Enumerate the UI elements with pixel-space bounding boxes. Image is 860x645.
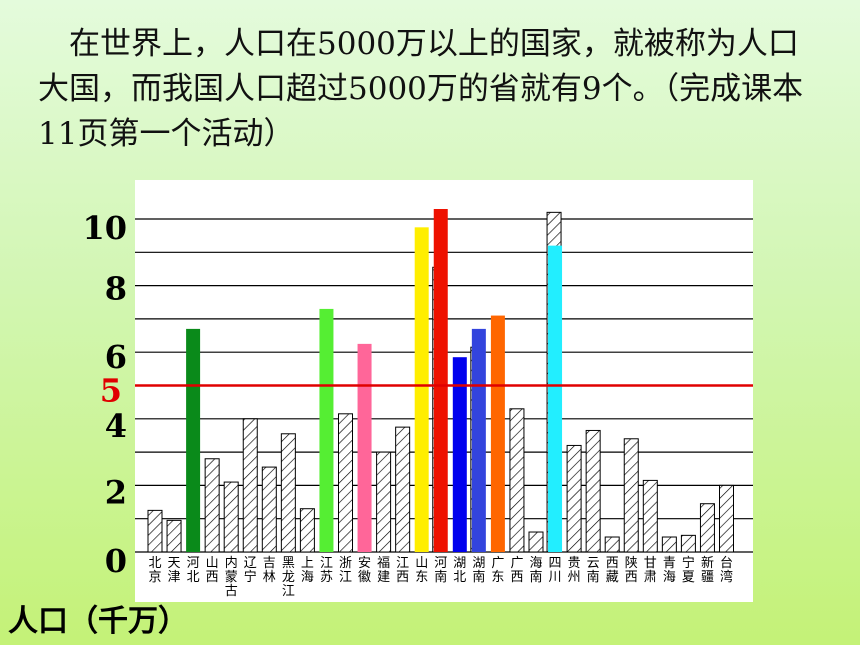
bar [490, 315, 505, 552]
category-label: 四川 [549, 556, 562, 585]
bar [223, 481, 239, 553]
category-label: 海南 [529, 556, 542, 585]
category-label: 吉林 [263, 556, 276, 585]
category-label: 安徽 [358, 556, 371, 585]
y-axis-label: 人口（千万） [8, 604, 188, 639]
reference-line-label: 5 [100, 372, 122, 410]
bar [661, 536, 677, 553]
bar [585, 429, 601, 553]
category-label: 湖北 [453, 556, 466, 585]
bar [357, 343, 372, 552]
y-tick-label: 8 [105, 270, 127, 308]
bar [433, 209, 448, 552]
category-label: 宁夏 [682, 555, 695, 585]
y-tick-label: 4 [105, 407, 127, 445]
bar [719, 484, 734, 553]
bar [528, 531, 544, 553]
bar [509, 408, 525, 553]
bar [642, 479, 658, 553]
bar [204, 458, 220, 553]
category-label: 河南 [434, 556, 447, 585]
bar [604, 536, 620, 553]
bar [414, 227, 429, 552]
category-label: 北京 [148, 556, 161, 585]
y-tick-label: 10 [82, 209, 127, 247]
bar [261, 466, 277, 553]
category-label: 云南 [587, 556, 600, 585]
y-tick-labels: 0 2 4 6 8 10 5 [82, 209, 127, 580]
category-label: 浙江 [339, 556, 352, 585]
bar [147, 509, 163, 553]
bar [566, 444, 582, 553]
category-label: 台湾 [720, 556, 733, 585]
bar [452, 357, 467, 552]
intro-paragraph: 在世界上，人口在5000万以上的国家，就被称为人口大国，而我国人口超过5000万… [38, 26, 804, 152]
category-label: 河北 [187, 556, 200, 585]
bar [623, 438, 639, 553]
category-label: 湖南 [472, 556, 485, 585]
category-label: 广东 [491, 556, 504, 585]
bar [280, 433, 296, 553]
category-label: 江西 [396, 556, 409, 585]
category-label: 山西 [206, 556, 219, 585]
category-label: 陕西 [625, 556, 638, 585]
category-label: 广西 [510, 556, 523, 585]
y-tick-label: 6 [105, 338, 127, 376]
bar [338, 413, 353, 553]
category-label: 上海 [301, 556, 314, 585]
y-tick-label: 0 [105, 542, 127, 580]
category-label: 贵州 [568, 556, 581, 585]
category-label: 黑龙江 [282, 556, 295, 599]
y-tick-label: 2 [105, 473, 127, 511]
bar [395, 426, 411, 553]
category-label: 新疆 [701, 555, 714, 585]
bar [699, 503, 715, 553]
bar [166, 519, 182, 553]
category-label: 辽宁 [244, 556, 257, 585]
bar [242, 418, 258, 553]
bar [376, 451, 392, 553]
category-label: 青海 [663, 556, 676, 585]
category-label: 西藏 [606, 556, 619, 585]
bar [471, 328, 486, 552]
bar [319, 308, 334, 552]
bar [299, 508, 315, 553]
category-labels: 北京天津河北山西内蒙古辽宁吉林黑龙江上海江苏浙江安徽福建江西山东河南湖北湖南广东… [148, 555, 733, 599]
category-label: 福建 [377, 556, 390, 585]
bar [548, 245, 563, 552]
category-label: 天津 [168, 556, 181, 585]
category-label: 内蒙古 [225, 555, 238, 599]
bar [186, 328, 201, 552]
bar [680, 534, 696, 553]
category-label: 山东 [415, 556, 428, 585]
category-label: 江苏 [320, 556, 333, 585]
category-label: 甘肃 [644, 556, 657, 585]
bar-series [147, 209, 734, 553]
